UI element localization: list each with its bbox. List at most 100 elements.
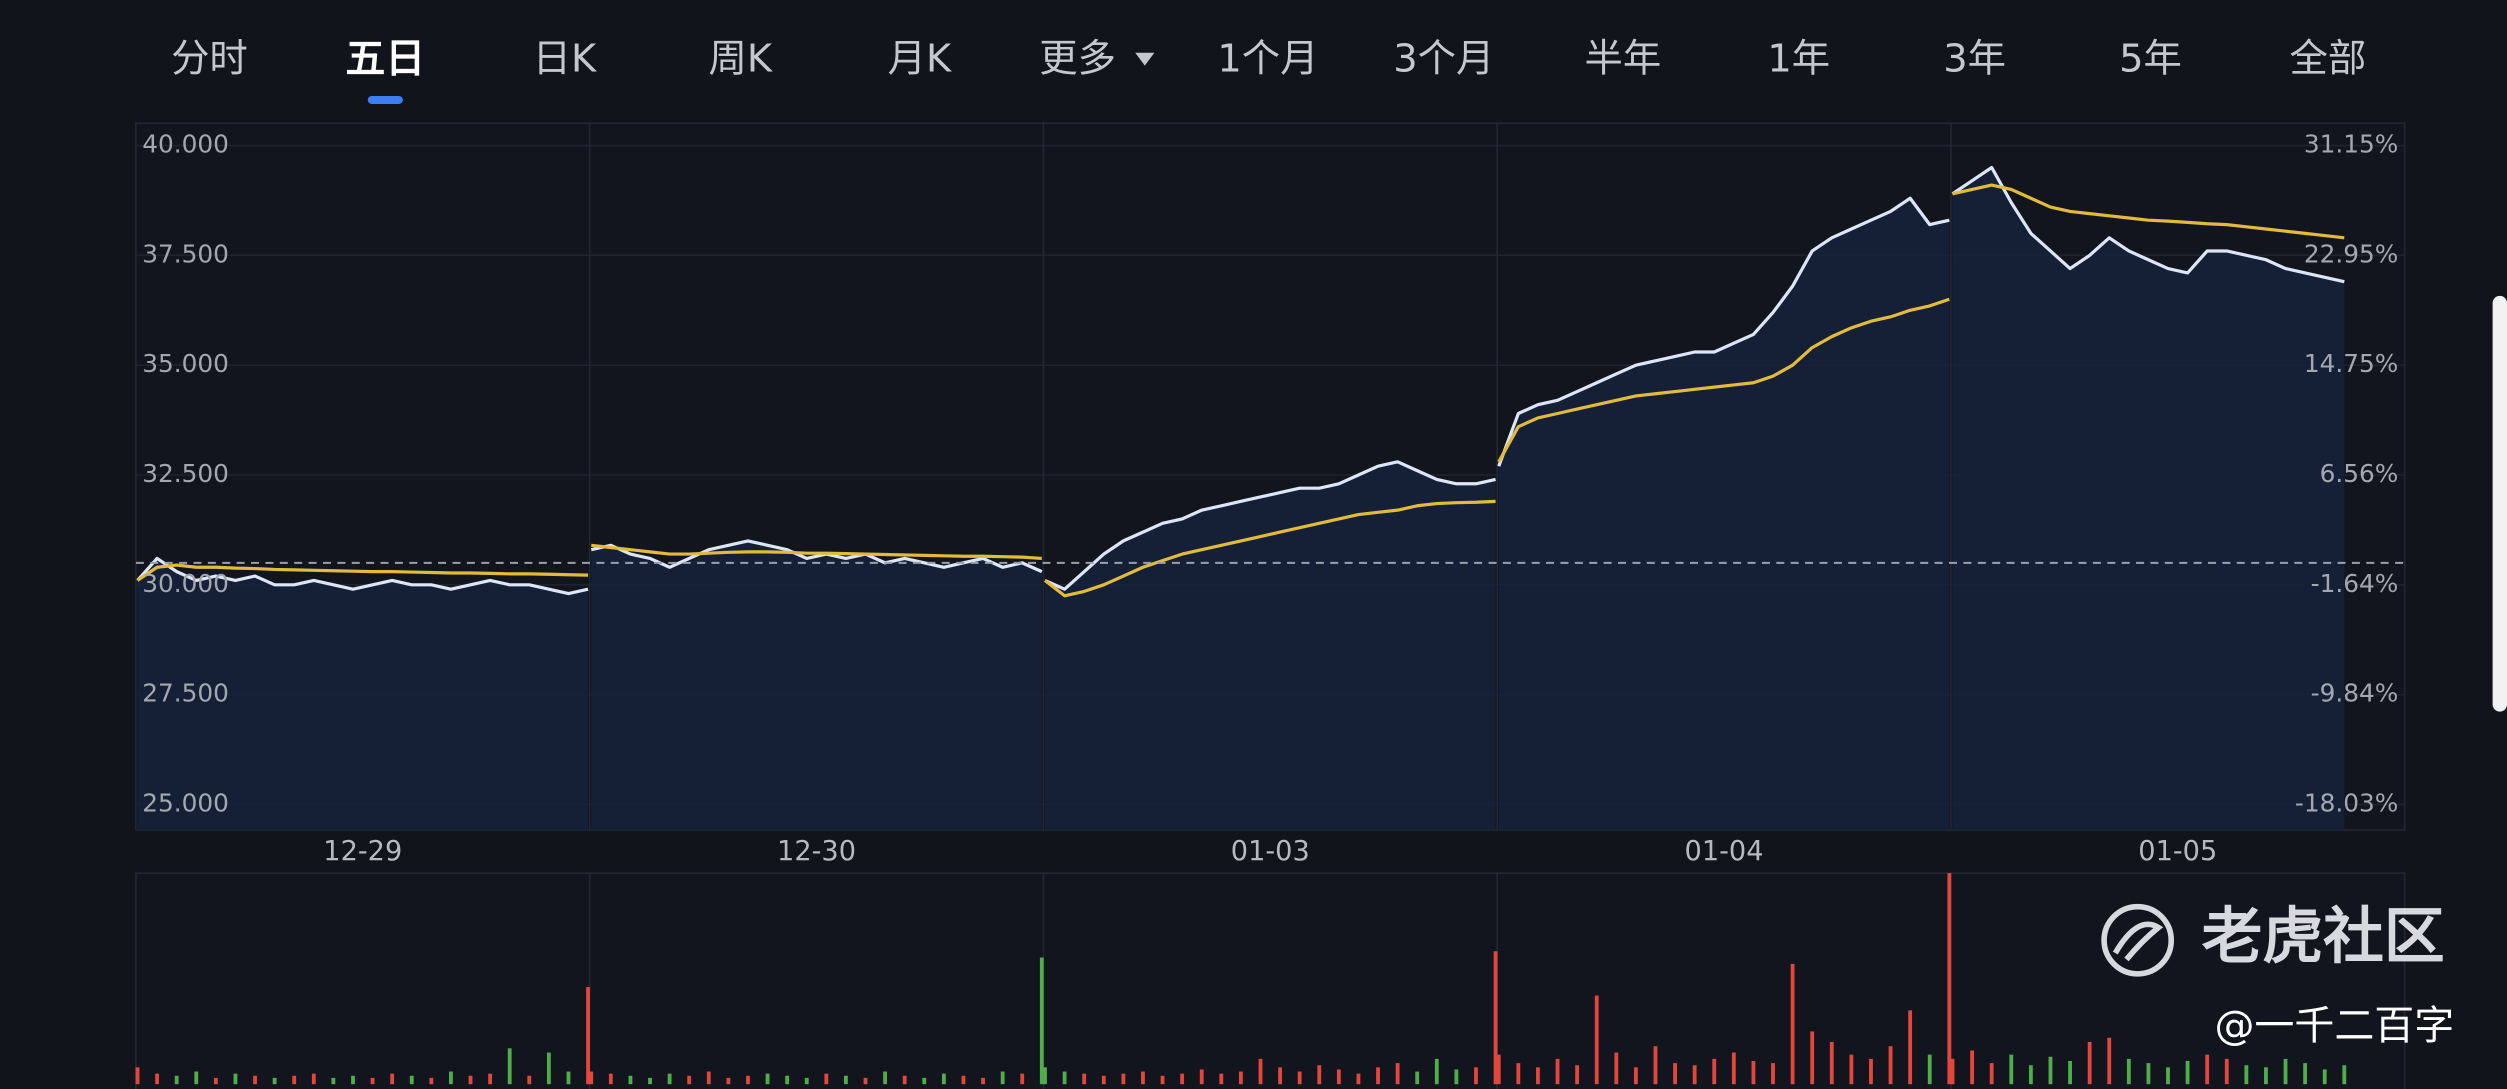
average-line <box>1952 183 2345 240</box>
volume-bar <box>1180 1073 1185 1085</box>
volume-bar <box>507 1048 512 1085</box>
volume-bar <box>628 1075 633 1085</box>
volume-bar <box>1062 1071 1067 1085</box>
period-tab[interactable]: 5年 <box>2119 36 2182 81</box>
volume-bar <box>1082 1073 1087 1085</box>
period-tab[interactable]: 1年 <box>1767 36 1830 81</box>
volume-bar <box>1454 1069 1459 1085</box>
volume-bar <box>1888 1046 1893 1085</box>
volume-bar <box>941 1073 946 1085</box>
volume-bar <box>824 1073 829 1085</box>
volume-bar <box>292 1075 297 1085</box>
volume-bar <box>331 1077 336 1085</box>
price-area <box>137 558 589 830</box>
volume-bar <box>608 1073 613 1085</box>
period-tab[interactable]: 周K <box>709 36 773 81</box>
period-tab[interactable]: 全部 <box>2290 36 2367 81</box>
volume-bar <box>1594 995 1599 1085</box>
x-tick-label: 01-03 <box>1231 836 1310 867</box>
volume-bar <box>922 1077 927 1085</box>
volume-bar <box>1575 1065 1580 1085</box>
volume-bar <box>981 1077 985 1085</box>
volume-bar <box>527 1075 532 1085</box>
volume-bar <box>1751 1060 1756 1085</box>
volume-bar <box>2048 1056 2053 1085</box>
volume-bar <box>1199 1069 1204 1085</box>
plot <box>135 165 2405 830</box>
period-tab[interactable]: 1个月 <box>1217 36 1318 81</box>
period-tab[interactable]: 3年 <box>1943 36 2006 81</box>
volume-bar <box>1989 1063 1994 1085</box>
period-tabs: 分时 五日 日K 周K 月K 更多 1个月 3个月 半年 1年 3年 5年 全部 <box>171 36 2366 104</box>
volume-bar <box>785 1075 790 1085</box>
period-tab[interactable]: 3个月 <box>1393 36 1494 81</box>
watermark-logo <box>2101 903 2175 977</box>
dropdown-arrow <box>1135 52 1155 66</box>
volume-bar <box>1121 1073 1126 1085</box>
volume-bar <box>351 1075 355 1085</box>
volume-bar <box>1160 1075 1165 1085</box>
volume-bar <box>804 1077 809 1085</box>
volume-bar <box>2146 1063 2151 1085</box>
volume-bar <box>1496 1054 1501 1085</box>
period-tab[interactable]: 更多 <box>1039 36 1116 81</box>
x-tick-label: 12-30 <box>777 836 856 867</box>
volume-bar <box>746 1075 750 1085</box>
y-tick-label: 35.000 <box>142 349 229 378</box>
active-tab-indicator <box>367 95 403 104</box>
volume-bar <box>409 1075 414 1085</box>
volume-bar <box>726 1077 731 1085</box>
price-area <box>1952 167 2345 830</box>
volume-bar <box>1927 1054 1932 1085</box>
y-tick-label: 37.500 <box>142 239 229 268</box>
volume-bar <box>155 1073 160 1085</box>
volume-bar <box>1790 963 1795 1085</box>
volume-bar <box>546 1052 551 1085</box>
price-line <box>1044 460 1496 591</box>
price-area <box>1498 198 1950 830</box>
volume-bar <box>174 1075 179 1085</box>
average-line <box>1044 499 1496 598</box>
period-tab[interactable]: 日K <box>533 36 597 81</box>
volume-bar <box>1908 1010 1913 1085</box>
period-tab[interactable]: 月K <box>888 36 952 81</box>
volume-bar <box>589 1071 594 1085</box>
volume-bar <box>1356 1073 1361 1085</box>
volume-bar <box>272 1077 277 1085</box>
x-tick-label: 01-04 <box>1685 836 1764 867</box>
volume-bar <box>883 1071 888 1085</box>
volume-bar <box>1947 873 1952 1085</box>
x-tick-label: 12-29 <box>323 836 402 867</box>
average-line <box>1497 297 1950 463</box>
period-tab[interactable]: 半年 <box>1584 36 1661 81</box>
volume-bar <box>2244 1065 2249 1085</box>
volume-bar <box>135 1067 140 1085</box>
volume-bar <box>667 1073 672 1085</box>
volume-bar <box>961 1075 966 1085</box>
period-tab[interactable]: 分时 <box>171 36 248 81</box>
period-tab[interactable]: 五日 <box>345 36 425 82</box>
volume-bar <box>2224 1058 2229 1085</box>
volume-bar <box>370 1077 375 1085</box>
volume-bar <box>1829 1041 1834 1085</box>
y2-tick-label: 6.56% <box>2320 459 2399 488</box>
y-tick-label: 40.000 <box>142 130 229 159</box>
x-tick-label: 01-05 <box>2138 836 2217 867</box>
y2-tick-label: -18.03% <box>2295 788 2398 817</box>
volume-bar <box>2126 1058 2131 1085</box>
volume-bar <box>765 1073 770 1085</box>
volume-bar <box>1434 1058 1439 1085</box>
volume-bar <box>1516 1063 1521 1085</box>
volume-bar <box>1336 1069 1341 1085</box>
volume-bar <box>1000 1071 1005 1085</box>
volume-bar <box>1536 1067 1540 1085</box>
volume-bar <box>253 1075 257 1085</box>
volume-bar <box>1493 951 1498 1085</box>
volume-bar <box>1810 1031 1815 1085</box>
volume-bar <box>1771 1063 1775 1085</box>
volume-bar <box>1673 1063 1677 1085</box>
volume-bar <box>1043 1067 1047 1085</box>
volume-bar <box>2087 1041 2092 1085</box>
